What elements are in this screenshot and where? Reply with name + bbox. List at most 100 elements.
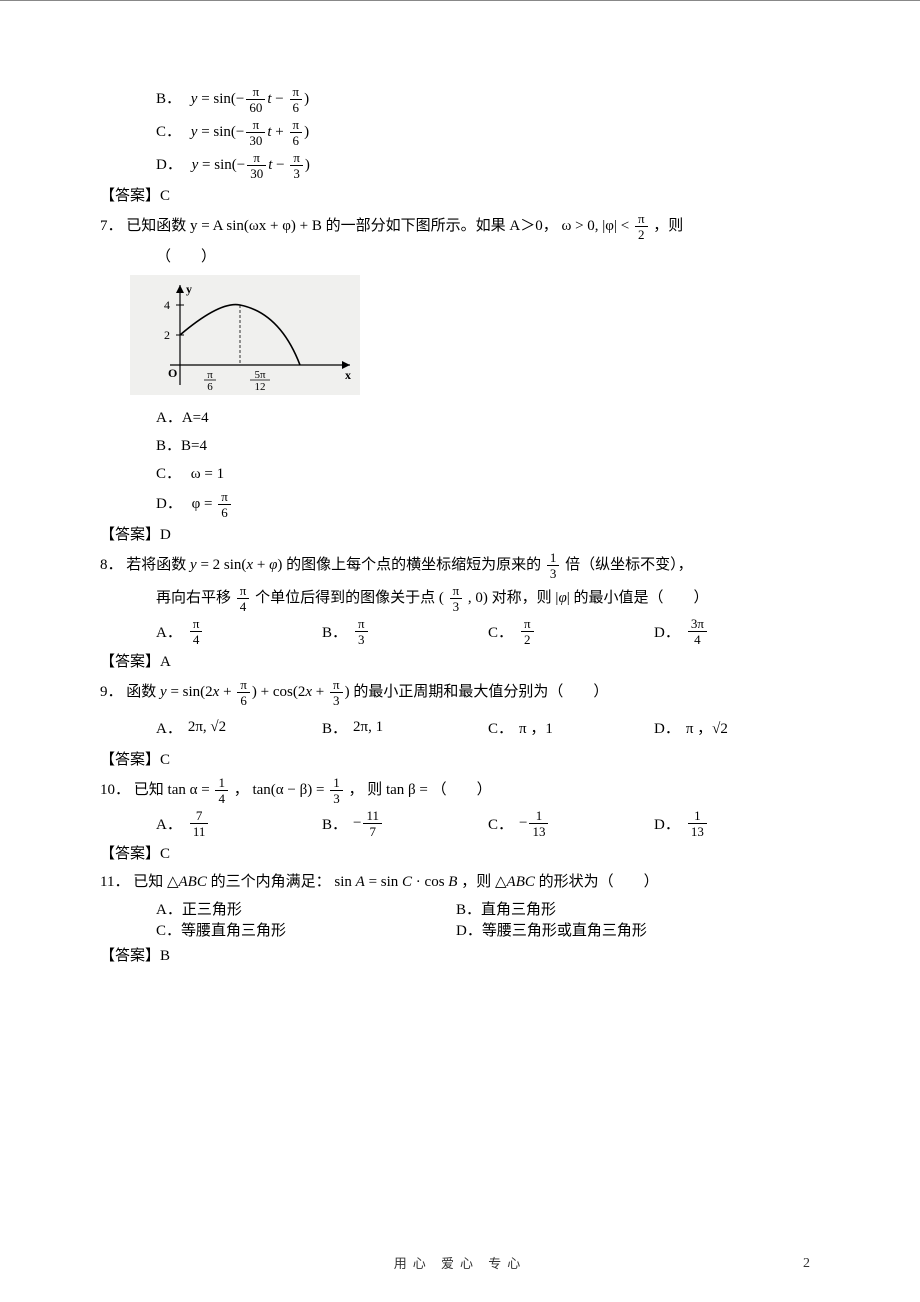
q6-optD: D． y = sin(−π30t − π3) (100, 151, 820, 180)
q11-stem-b: 的三个内角满足： (211, 874, 331, 890)
q11-number: 11． (100, 874, 129, 890)
q11-optA: A．正三角形 (156, 898, 456, 919)
q11-math3: △ABC (495, 874, 535, 890)
q10-math1: tan α = 14 (168, 782, 230, 798)
q10-optA: A．711 (156, 809, 322, 838)
q8-stem-line2: 再向右平移 π4 个单位后得到的图像关于点 ( π3 , 0) 对称，则 |φ|… (100, 584, 820, 613)
q9-stem: 9． 函数 y = sin(2x + π6) + cos(2x + π3) 的最… (100, 678, 820, 707)
q10-math2: tan(α − β) = 13 (252, 782, 344, 798)
q7-answer-value: D (160, 527, 171, 543)
q7-graph: y x O 4 2 π 6 5π 12 (130, 275, 820, 400)
q7-optB: B．B=4 (100, 434, 820, 458)
q10-stem-c: ， 则 (348, 782, 386, 798)
q7-answer-label: 【答案】 (100, 527, 160, 543)
q8-number: 8． (100, 557, 123, 573)
q8-optC: C．π2 (488, 617, 654, 646)
q8-optB: B．π3 (322, 617, 488, 646)
q11-optB: B．直角三角形 (456, 898, 756, 919)
q9-answer-label: 【答案】 (100, 752, 160, 768)
q6-optB: B． y = sin(−π60t − π6) (100, 85, 820, 114)
q7-optA: A．A=4 (100, 406, 820, 430)
q7-optC: C． ω = 1 (100, 462, 820, 486)
ytick-4: 4 (164, 298, 170, 312)
q7-number: 7． (100, 218, 123, 234)
q8-stem2-math: |φ| (555, 590, 569, 606)
q8-options: A．π4 B．π3 C．π2 D．3π4 (100, 617, 820, 646)
q9-stem-b: 的最小正周期和最大值分别为（ ） (353, 684, 608, 700)
q11-answer-value: B (160, 948, 170, 964)
q11-options-row1: A．正三角形 B．直角三角形 (100, 898, 820, 919)
q10-options: A．711 B．−117 C．−113 D．113 (100, 809, 820, 838)
q9-optD: D．π ，√2 (654, 717, 820, 738)
q7-optD: D． φ = π6 (100, 490, 820, 519)
q7-stem-line2: （ ） (100, 245, 820, 269)
axis-x-label: x (345, 368, 351, 382)
q11-stem-c: ，则 (461, 874, 495, 890)
q7-optD-math: φ = π6 (192, 496, 233, 512)
q10-optD: D．113 (654, 809, 820, 838)
origin-label: O (168, 366, 177, 380)
q7-stem-b: 的一部分如下图所示。如果 A＞0， (326, 218, 558, 234)
q7-stem-d: ，则 (653, 218, 683, 234)
q6-optB-math: y = sin(−π60t − π6) (191, 91, 309, 107)
q7-stem2: （ ） (156, 249, 216, 265)
q9-answer-value: C (160, 752, 170, 768)
page-number: 2 (803, 1256, 810, 1272)
q9-optA: A．2π, √2 (156, 717, 322, 738)
q7-optC-label: C． (156, 466, 181, 482)
q11-math1: △ABC (167, 874, 207, 890)
q9-options: A．2π, √2 B．2π, 1 C．π ，1 D．π ，√2 (100, 717, 820, 738)
q8-stem2-c: , 0) 对称，则 (468, 590, 556, 606)
q9-optB: B．2π, 1 (322, 717, 488, 738)
q8-stem-math: y = 2 sin(x + φ) (190, 557, 282, 573)
q9-answer: 【答案】C (100, 748, 820, 772)
q8-stem-c: 倍（纵坐标不变）， (565, 557, 693, 573)
q8-stem-line1: 8． 若将函数 y = 2 sin(x + φ) 的图像上每个点的横坐标缩短为原… (100, 551, 820, 580)
q6-answer: 【答案】C (100, 184, 820, 208)
axis-y-label: y (186, 282, 192, 296)
q9-number: 9． (100, 684, 123, 700)
svg-text:6: 6 (207, 381, 213, 393)
q7-stem-line1: 7． 已知函数 y = A sin(ωx + φ) + B 的一部分如下图所示。… (100, 212, 820, 241)
q6-optC: C． y = sin(−π30t + π6) (100, 118, 820, 147)
q7-stem-math: y = A sin(ωx + φ) + B (190, 218, 322, 234)
q8-stem2-d: 的最小值是（ ） (574, 590, 709, 606)
q10-stem-d: （ ） (432, 782, 492, 798)
svg-text:12: 12 (255, 381, 266, 393)
q11-stem: 11． 已知 △ABC 的三个内角满足： sin A = sin C · cos… (100, 870, 820, 894)
q6-answer-label: 【答案】 (100, 188, 160, 204)
q10-stem: 10． 已知 tan α = 14 ， tan(α − β) = 13 ， 则 … (100, 776, 820, 805)
svg-text:π: π (207, 369, 213, 381)
q10-answer-label: 【答案】 (100, 846, 160, 862)
q10-stem-a: 已知 (134, 782, 168, 798)
q7-optC-math: ω = 1 (191, 466, 224, 482)
q10-stem-b: ， (234, 782, 249, 798)
q11-options-row2: C．等腰直角三角形 D．等腰三角形或直角三角形 (100, 919, 820, 940)
q8-stem2-a: 再向右平移 (156, 590, 235, 606)
q10-optC: C．−113 (488, 809, 654, 838)
q6-optD-label: D． (156, 157, 182, 173)
q10-math3: tan β = (386, 782, 428, 798)
q11-math2: sin A = sin C · cos B (334, 874, 457, 890)
q10-optB: B．−117 (322, 809, 488, 838)
q6-answer-value: C (160, 188, 170, 204)
q8-stem2-b: 个单位后得到的图像关于点 ( (255, 590, 444, 606)
q9-stem-math: y = sin(2x + π6) + cos(2x + π3) (160, 684, 350, 700)
q8-optA: A．π4 (156, 617, 322, 646)
q11-optD: D．等腰三角形或直角三角形 (456, 919, 756, 940)
q9-stem-a: 函数 (126, 684, 160, 700)
q6-optC-label: C． (156, 124, 181, 140)
q11-stem-d: 的形状为（ ） (539, 874, 659, 890)
q8-answer-label: 【答案】 (100, 654, 160, 670)
ytick-2: 2 (164, 328, 170, 342)
q11-answer-label: 【答案】 (100, 948, 160, 964)
q7-optA-text: A．A=4 (156, 410, 209, 426)
q9-optC: C．π ，1 (488, 717, 654, 738)
q7-optD-label: D． (156, 496, 182, 512)
q6-optC-math: y = sin(−π30t + π6) (191, 124, 309, 140)
svg-text:5π: 5π (254, 369, 266, 381)
q7-stem-c: ω > 0, |φ| < π2 (561, 218, 649, 234)
q8-stem-a: 若将函数 (126, 557, 190, 573)
q7-answer: 【答案】D (100, 523, 820, 547)
footer-text: 用心 爱心 专心 (0, 1253, 920, 1272)
